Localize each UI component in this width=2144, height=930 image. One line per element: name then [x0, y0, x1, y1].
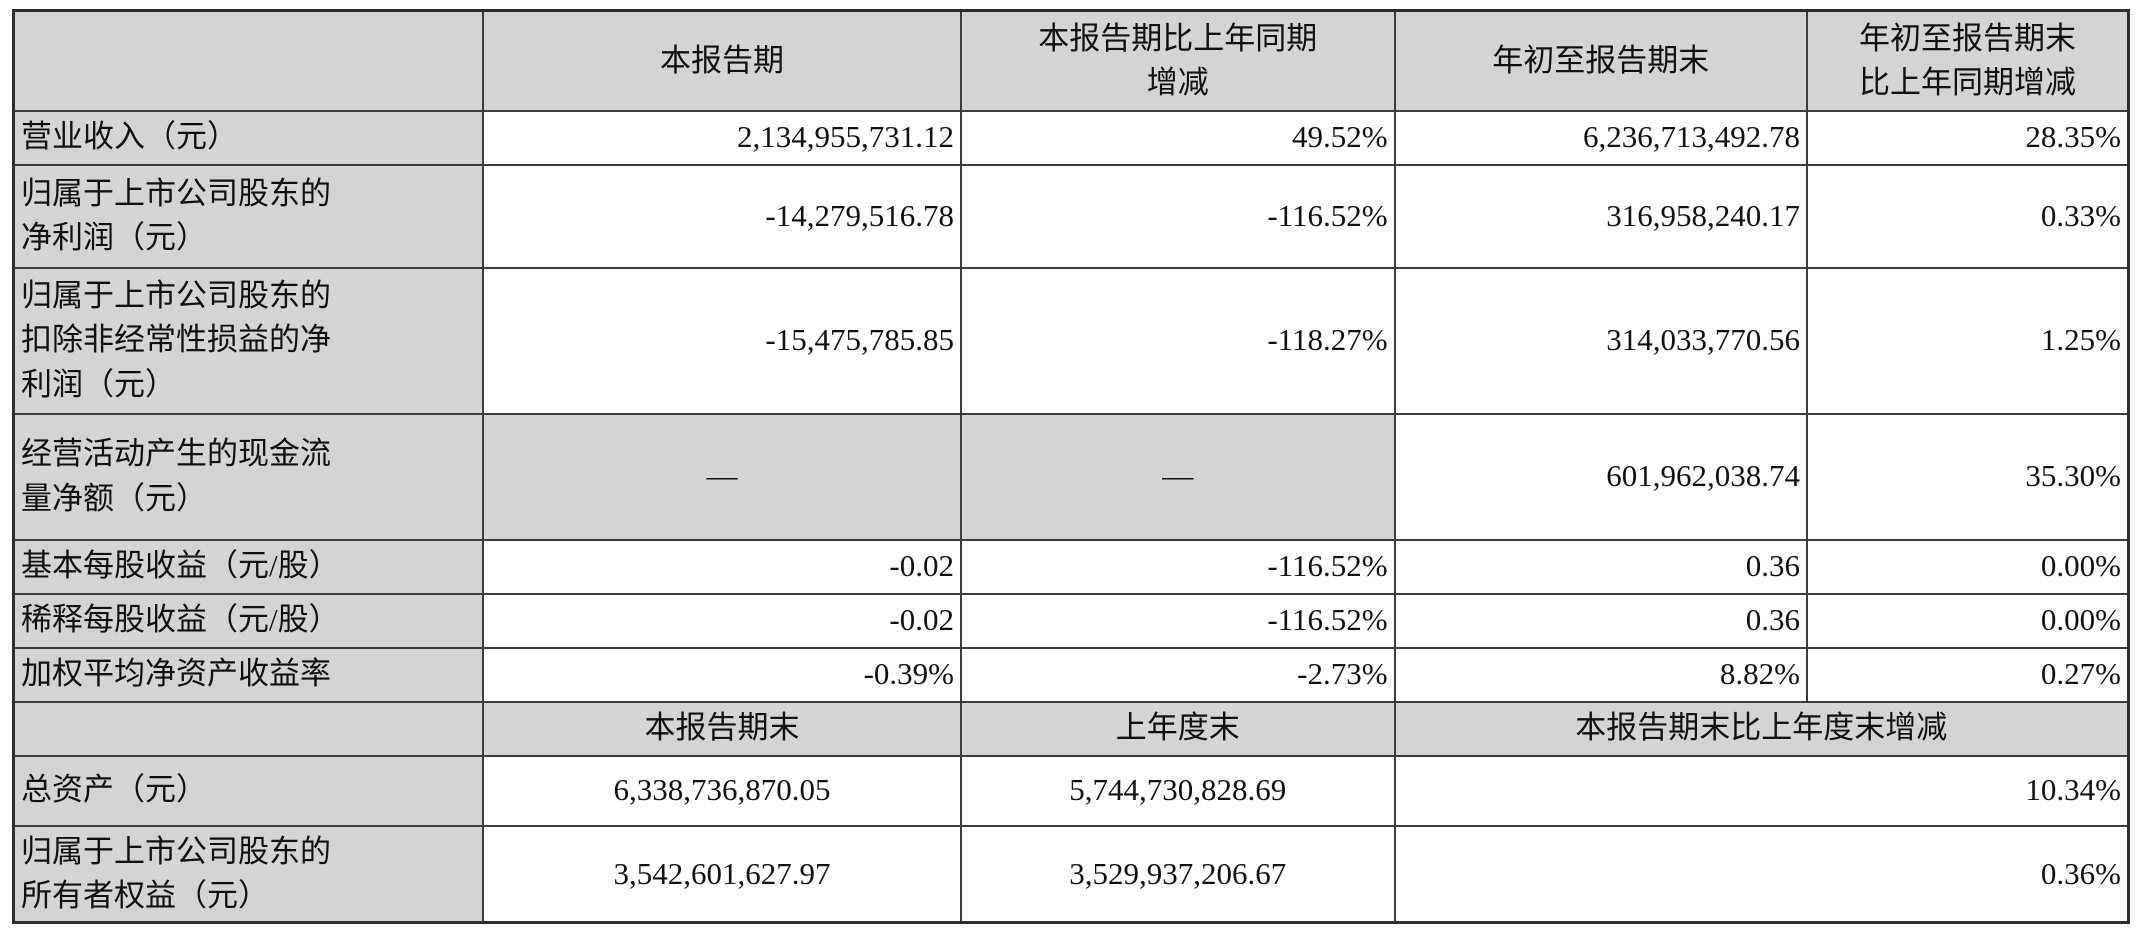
subheader-prior-year-end: 上年度末: [960, 700, 1396, 757]
metric-value: 0.36%: [1393, 824, 2130, 924]
table-row-diluted-eps: 稀释每股收益（元/股） -0.02 -116.52% 0.36 0.00%: [12, 592, 2130, 649]
subheader-corner-cell: [12, 700, 485, 757]
metric-value: -2.73%: [960, 646, 1396, 703]
metric-label: 归属于上市公司股东的 所有者权益（元）: [12, 824, 485, 924]
metric-value: 28.35%: [1805, 109, 2130, 166]
metric-value: 49.52%: [960, 109, 1396, 166]
metric-value: 316,958,240.17: [1393, 163, 1808, 269]
metric-value: -116.52%: [960, 592, 1396, 649]
metric-value: 6,236,713,492.78: [1393, 109, 1808, 166]
metric-label: 经营活动产生的现金流 量净额（元）: [12, 412, 485, 541]
metric-label: 稀释每股收益（元/股）: [12, 592, 485, 649]
table-row-basic-eps: 基本每股收益（元/股） -0.02 -116.52% 0.36 0.00%: [12, 538, 2130, 595]
metric-value-empty-dash: —: [482, 412, 962, 541]
table-row-revenue: 营业收入（元） 2,134,955,731.12 49.52% 6,236,71…: [12, 109, 2130, 166]
metric-value: -0.02: [482, 592, 962, 649]
metric-value: 0.33%: [1805, 163, 2130, 269]
metric-value: 0.36: [1393, 538, 1808, 595]
table-row-weighted-avg-roe: 加权平均净资产收益率 -0.39% -2.73% 8.82% 0.27%: [12, 646, 2130, 703]
metric-value: 3,542,601,627.97: [482, 824, 962, 924]
metric-label: 归属于上市公司股东的 净利润（元）: [12, 163, 485, 269]
metric-value: -0.02: [482, 538, 962, 595]
metric-label: 营业收入（元）: [12, 109, 485, 166]
table-row-net-profit: 归属于上市公司股东的 净利润（元） -14,279,516.78 -116.52…: [12, 163, 2130, 269]
table-row-total-assets: 总资产（元） 6,338,736,870.05 5,744,730,828.69…: [12, 754, 2130, 827]
metric-value: 6,338,736,870.05: [482, 754, 962, 827]
metric-value: 3,529,937,206.67: [960, 824, 1396, 924]
metric-value: 0.27%: [1805, 646, 2130, 703]
metric-value: 314,033,770.56: [1393, 266, 1808, 415]
metric-value: 8.82%: [1393, 646, 1808, 703]
header-change-yoy-ytd: 年初至报告期末 比上年同期增减: [1805, 9, 2130, 112]
metric-value: -0.39%: [482, 646, 962, 703]
metric-label: 加权平均净资产收益率: [12, 646, 485, 703]
metric-value-empty-dash: —: [960, 412, 1396, 541]
table-header-row: 本报告期 本报告期比上年同期 增减 年初至报告期末 年初至报告期末 比上年同期增…: [12, 9, 2130, 112]
metric-value: 1.25%: [1805, 266, 2130, 415]
metric-value: 5,744,730,828.69: [960, 754, 1396, 827]
metric-value: -116.52%: [960, 538, 1396, 595]
financial-summary-table: 本报告期 本报告期比上年同期 增减 年初至报告期末 年初至报告期末 比上年同期增…: [12, 9, 2130, 924]
header-current-period: 本报告期: [482, 9, 962, 112]
table-row-operating-cash-flow: 经营活动产生的现金流 量净额（元） — — 601,962,038.74 35.…: [12, 412, 2130, 541]
metric-label: 基本每股收益（元/股）: [12, 538, 485, 595]
metric-label: 总资产（元）: [12, 754, 485, 827]
table-row-owners-equity: 归属于上市公司股东的 所有者权益（元） 3,542,601,627.97 3,5…: [12, 824, 2130, 924]
subheader-change-vs-prior-year-end: 本报告期末比上年度末增减: [1393, 700, 2130, 757]
metric-value: -116.52%: [960, 163, 1396, 269]
metric-value: 10.34%: [1393, 754, 2130, 827]
table-row-net-profit-excl-nonrecurring: 归属于上市公司股东的 扣除非经常性损益的净 利润（元） -15,475,785.…: [12, 266, 2130, 415]
metric-value: -15,475,785.85: [482, 266, 962, 415]
metric-value: 0.00%: [1805, 538, 2130, 595]
table-subheader-row: 本报告期末 上年度末 本报告期末比上年度末增减: [12, 700, 2130, 757]
metric-value: 0.00%: [1805, 592, 2130, 649]
header-corner-cell: [12, 9, 485, 112]
metric-value: 0.36: [1393, 592, 1808, 649]
subheader-current-period-end: 本报告期末: [482, 700, 962, 757]
metric-label: 归属于上市公司股东的 扣除非经常性损益的净 利润（元）: [12, 266, 485, 415]
metric-value: 2,134,955,731.12: [482, 109, 962, 166]
header-change-yoy-period: 本报告期比上年同期 增减: [960, 9, 1396, 112]
metric-value: -14,279,516.78: [482, 163, 962, 269]
metric-value: -118.27%: [960, 266, 1396, 415]
header-year-to-date: 年初至报告期末: [1393, 9, 1808, 112]
metric-value: 35.30%: [1805, 412, 2130, 541]
metric-value: 601,962,038.74: [1393, 412, 1808, 541]
